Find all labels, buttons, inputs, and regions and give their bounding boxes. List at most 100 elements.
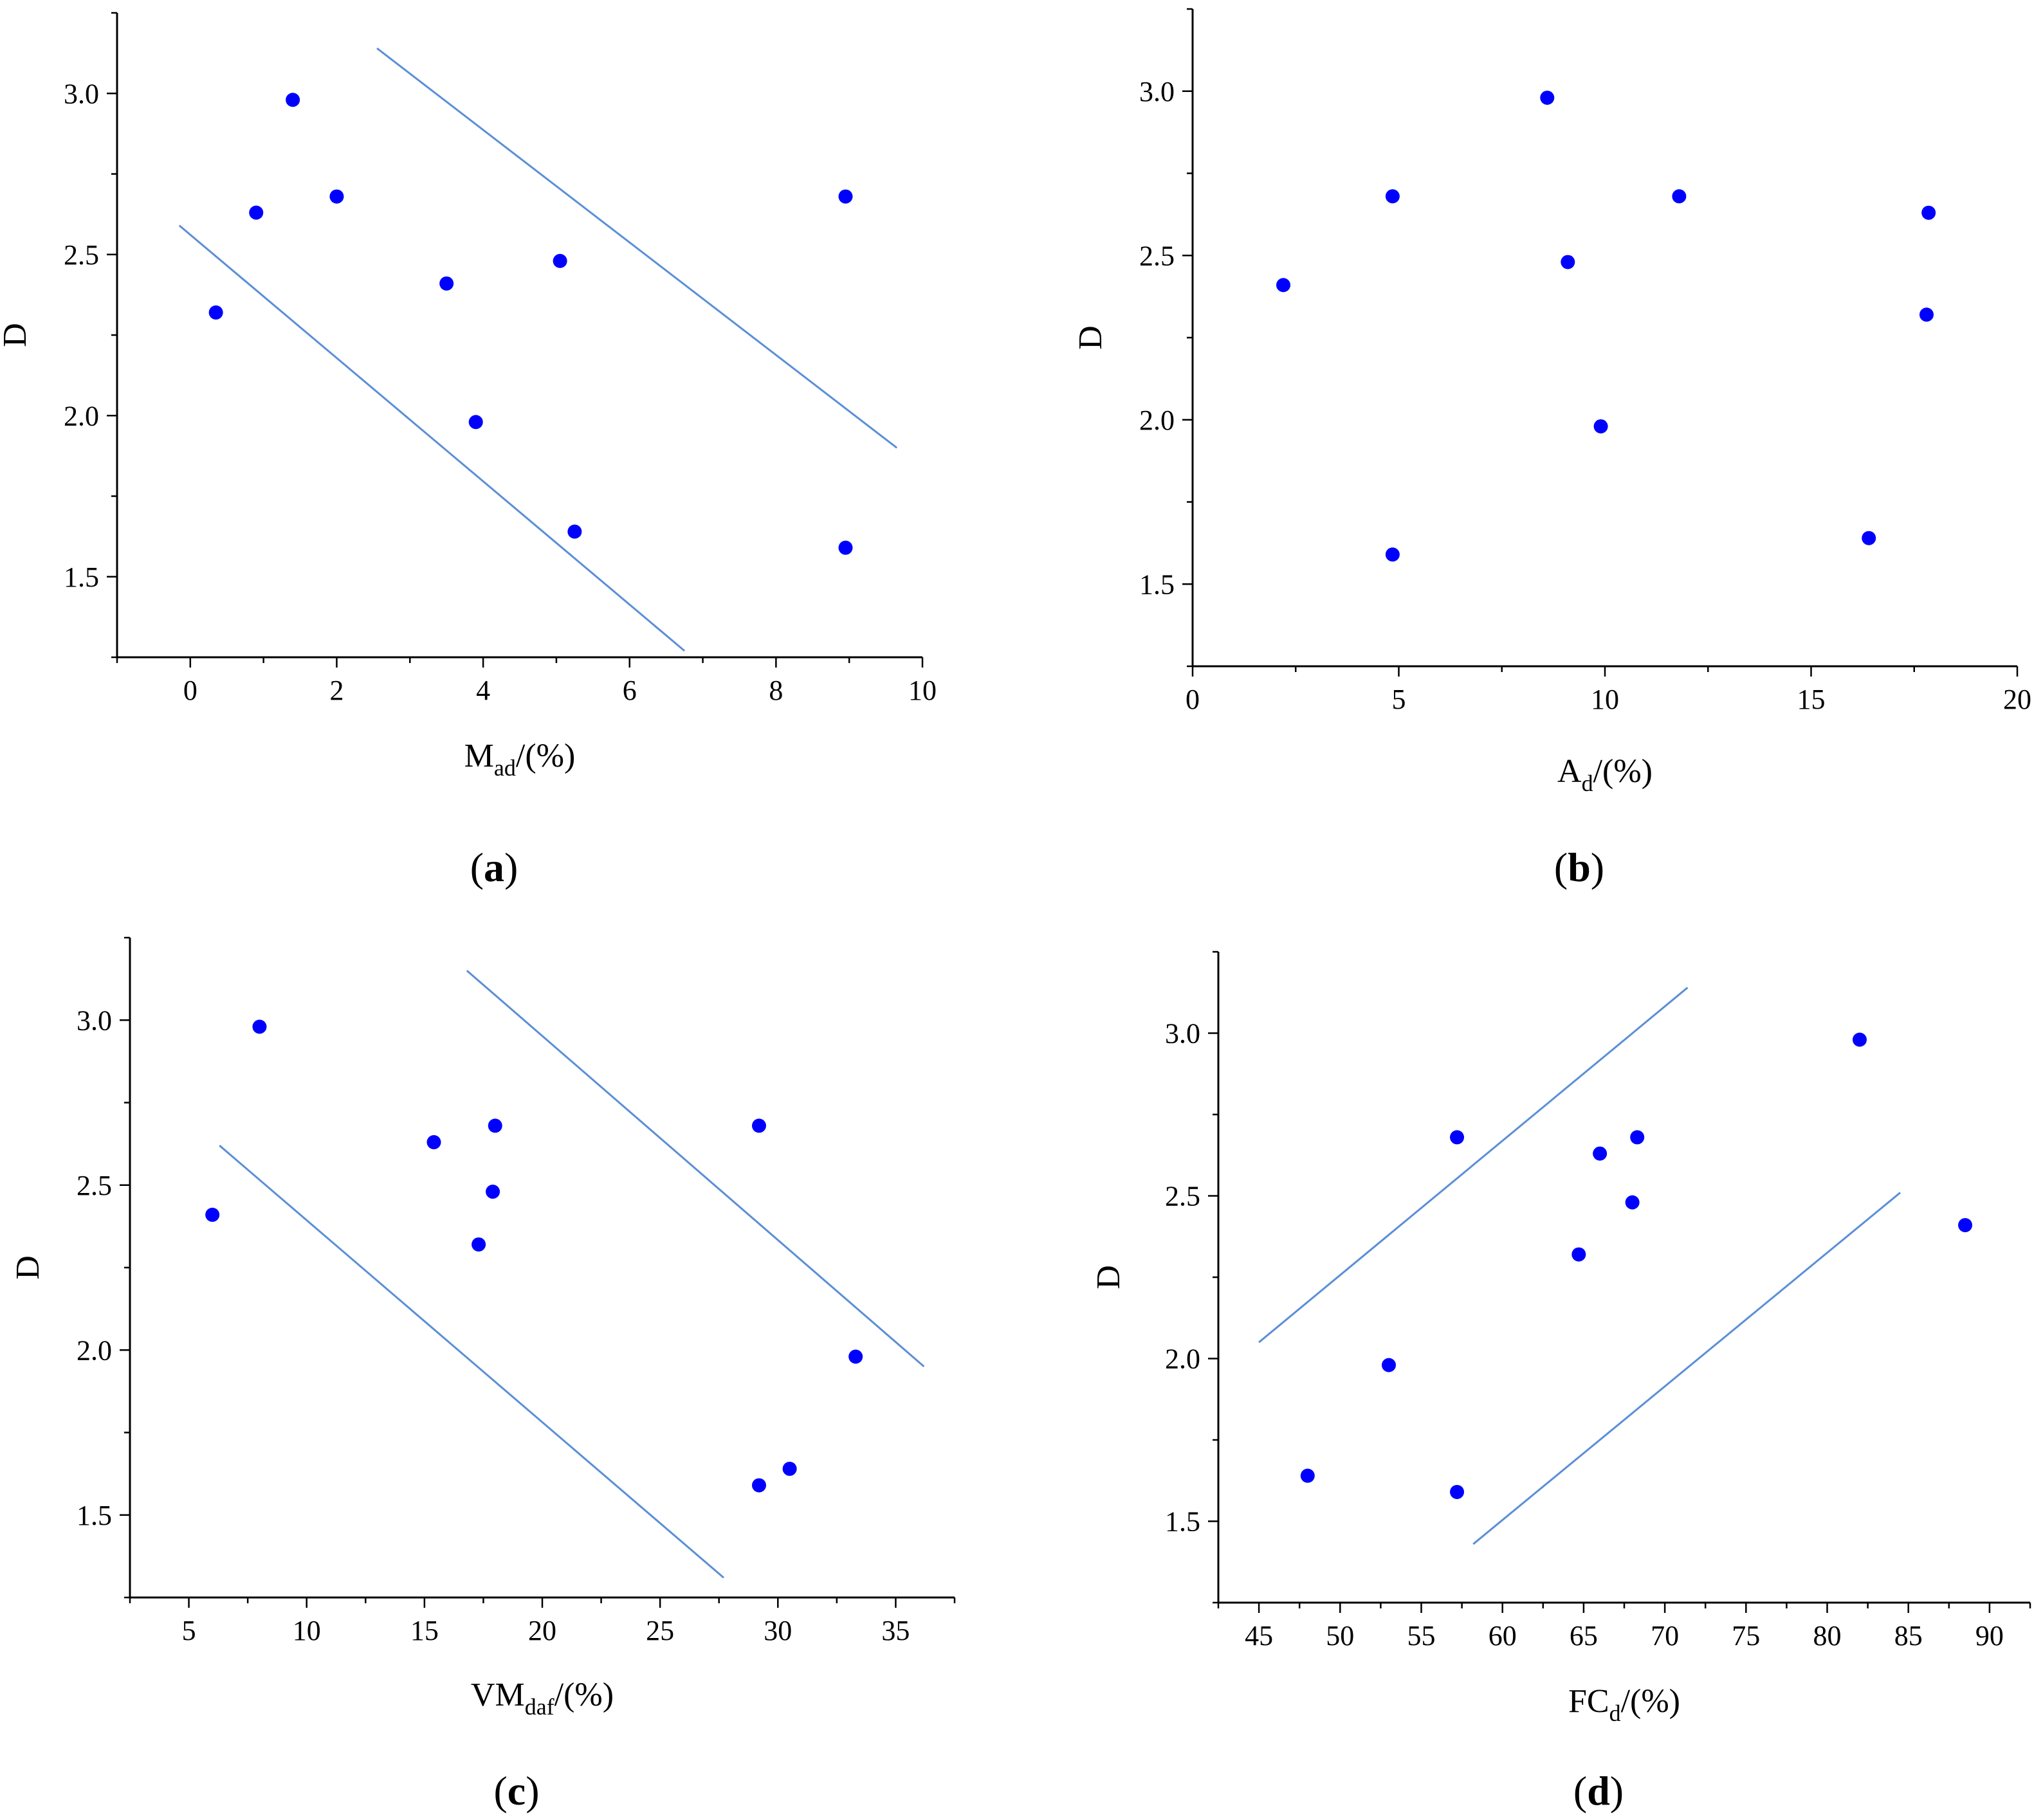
data-point <box>208 305 223 320</box>
data-point <box>1382 1358 1397 1372</box>
data-point <box>553 253 567 268</box>
x-tick-label: 8 <box>769 675 783 706</box>
data-point <box>1276 278 1291 293</box>
y-tick-label: 1.5 <box>77 1500 112 1531</box>
data-point <box>1450 1130 1465 1145</box>
data-point <box>751 1478 766 1493</box>
y-tick-label: 3.0 <box>77 1005 112 1036</box>
x-tick-label: 35 <box>881 1615 910 1646</box>
y-tick-label: 2.0 <box>1139 405 1175 436</box>
panel-caption: (b) <box>1554 844 1604 890</box>
data-point <box>1593 419 1608 433</box>
panel-caption: (a) <box>470 844 518 890</box>
x-tick-label: 25 <box>646 1615 674 1646</box>
data-point <box>205 1207 220 1222</box>
panel-b: 0 5 10 15 20 1.5 2.0 2.5 3.0 D Ad/(%) (b) <box>1072 8 2031 890</box>
x-axis-title-suffix: /(%) <box>516 738 575 774</box>
data-point <box>838 540 853 555</box>
x-tick-label: 2 <box>329 675 344 706</box>
x-tick-label: 4 <box>476 675 490 706</box>
caption-close-paren: ) <box>526 1768 539 1814</box>
y-tick-label: 1.5 <box>64 561 99 593</box>
x-axis-title: FCd/(%) <box>1568 1683 1680 1726</box>
data-point <box>486 1185 500 1199</box>
x-tick-label: 50 <box>1326 1620 1354 1652</box>
boundary-line-1 <box>178 224 686 652</box>
x-tick-label: 5 <box>182 1615 196 1646</box>
caption-letter: c <box>508 1768 526 1814</box>
x-tick-label: 15 <box>1797 684 1826 715</box>
x-axis-title: VMdaf/(%) <box>471 1677 614 1720</box>
x-axis-title-subscript: d <box>1609 1700 1621 1726</box>
data-point <box>252 1019 267 1034</box>
caption-open-paren: ( <box>1573 1768 1587 1814</box>
x-tick-label: 65 <box>1570 1620 1598 1652</box>
boundary-line-2 <box>376 47 898 449</box>
x-tick-label: 70 <box>1651 1620 1679 1652</box>
data-point <box>1958 1218 1973 1233</box>
x-tick-label: 0 <box>183 675 197 706</box>
data-point <box>249 205 264 220</box>
y-tick-label: 2.5 <box>77 1170 112 1201</box>
data-point <box>838 189 853 204</box>
data-point <box>1450 1484 1465 1499</box>
x-tick-label: 45 <box>1245 1620 1273 1652</box>
x-axis-title: Ad/(%) <box>1557 753 1653 796</box>
caption-open-paren: ( <box>493 1768 507 1814</box>
panel-caption: (d) <box>1573 1768 1624 1814</box>
x-tick-label: 90 <box>1975 1620 2004 1652</box>
data-point <box>1540 90 1555 105</box>
caption-letter: b <box>1568 844 1591 890</box>
y-tick-label: 3.0 <box>64 78 99 109</box>
data-point <box>439 276 454 291</box>
x-tick-label: 6 <box>623 675 637 706</box>
data-point <box>1385 189 1400 204</box>
data-point <box>1385 547 1400 562</box>
data-point <box>488 1118 502 1133</box>
x-tick-label: 20 <box>2003 684 2031 715</box>
x-axis-title-main: A <box>1557 753 1582 790</box>
panel-c: 5 10 15 20 25 30 35 1.5 2.0 2.5 3.0 D VMdaf/(%) (c) <box>10 936 956 1814</box>
x-axis-title-main: FC <box>1568 1683 1609 1720</box>
y-tick-label: 2.5 <box>1139 240 1175 271</box>
x-tick-label: 10 <box>908 675 937 706</box>
caption-close-paren: ) <box>504 844 518 890</box>
x-tick-label: 5 <box>1392 684 1406 715</box>
data-point <box>468 415 483 430</box>
caption-close-paren: ) <box>1591 844 1604 890</box>
x-tick-label: 75 <box>1732 1620 1760 1652</box>
data-point <box>426 1135 441 1150</box>
y-tick-label: 2.5 <box>1165 1181 1200 1212</box>
panel-d: 45 50 55 60 65 70 75 80 85 901.52.02.53.0DFCd/(%)… <box>1090 951 2031 1814</box>
boundary-line-1 <box>219 1145 725 1579</box>
data-point <box>1921 205 1936 220</box>
panel-caption: (c) <box>493 1768 539 1814</box>
panel-a: 0 2 4 6 8 10 1.5 2.0 2.5 3.0 D Mad/(%) (a) <box>0 12 937 890</box>
y-axis-title: D <box>1072 325 1109 350</box>
data-point <box>1852 1032 1867 1047</box>
caption-letter: d <box>1587 1768 1610 1814</box>
boundary-line-2 <box>466 970 925 1368</box>
x-tick-label: 20 <box>528 1615 556 1646</box>
data-point <box>1919 307 1934 322</box>
y-tick-label: 2.0 <box>77 1334 112 1366</box>
x-tick-label: 55 <box>1407 1620 1436 1652</box>
x-tick-label: 85 <box>1894 1620 1923 1652</box>
y-axis-title: D <box>10 1255 46 1280</box>
x-axis-title-subscript: ad <box>494 755 516 781</box>
x-axis-title-main: VM <box>471 1677 525 1713</box>
y-tick-label: 3.0 <box>1165 1018 1200 1050</box>
x-axis-title: Mad/(%) <box>464 738 576 781</box>
y-tick-label: 2.5 <box>64 239 99 271</box>
x-axis-title-suffix: /(%) <box>554 1677 614 1713</box>
x-axis-title-main: M <box>464 738 494 774</box>
x-axis-title-suffix: /(%) <box>1621 1683 1680 1720</box>
caption-letter: a <box>484 844 504 890</box>
data-point <box>782 1461 797 1476</box>
data-point <box>848 1349 863 1364</box>
y-tick-label: 2.0 <box>1165 1343 1200 1375</box>
data-point <box>329 189 344 204</box>
x-axis-title-subscript: daf <box>525 1694 554 1720</box>
